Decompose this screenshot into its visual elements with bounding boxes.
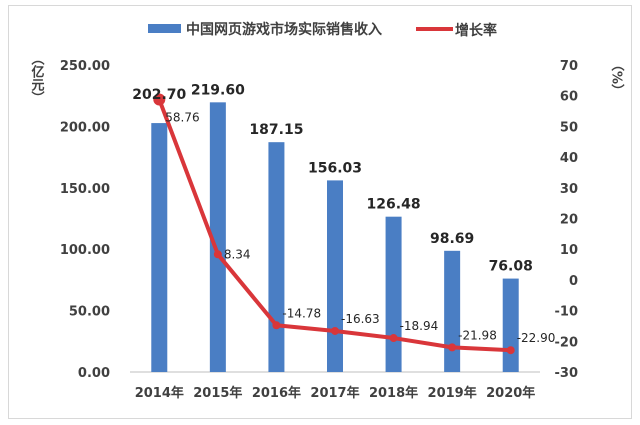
bar	[502, 278, 519, 372]
y-right-tick-label: 70	[560, 59, 578, 74]
x-tick-label: 2020年	[486, 385, 535, 401]
bar-data-label: 98.69	[430, 231, 474, 247]
bar	[327, 180, 343, 372]
y-left-tick-label: 100.00	[60, 243, 110, 258]
y-left-tick-label: 150.00	[60, 182, 110, 197]
line-data-label: 58.76	[165, 111, 199, 125]
legend: 中国网页游戏市场实际销售收入 增长率	[148, 21, 497, 39]
y-right-tick-label: 50	[560, 120, 578, 135]
y-right-tick-label: 20	[560, 213, 578, 228]
y-axis-left-label: （亿元）	[29, 52, 46, 104]
line-point	[448, 343, 457, 352]
line-data-label: -22.90	[517, 331, 556, 345]
y-right-tick-label: -30	[555, 366, 579, 381]
bar-data-label: 187.15	[249, 122, 303, 138]
y-left-tick-label: 200.00	[60, 120, 110, 135]
legend-line-label: 增长率	[455, 22, 497, 39]
legend-bar-label: 中国网页游戏市场实际销售收入	[186, 21, 382, 38]
bar-data-label: 76.08	[489, 259, 533, 275]
y-right-tick-label: 40	[560, 151, 578, 166]
x-tick-label: 2016年	[252, 385, 301, 401]
bar-data-label: 202.70	[132, 87, 186, 103]
y-right-tick-label: 30	[560, 182, 578, 197]
y-axis-right-label: （%）	[609, 58, 626, 97]
line-data-label: -21.98	[458, 328, 497, 342]
chart-frame	[8, 5, 632, 419]
line-point	[272, 321, 281, 330]
bar	[385, 216, 402, 372]
bar-data-label: 126.48	[367, 197, 421, 213]
bar	[209, 102, 226, 372]
y-left-tick-label: 0.00	[78, 366, 110, 381]
line-point	[331, 326, 339, 335]
y-left-tick-label: 250.00	[60, 59, 110, 74]
bar-data-label: 156.03	[308, 160, 362, 176]
x-tick-label: 2019年	[428, 385, 477, 401]
x-tick-label: 2018年	[369, 385, 418, 401]
line-data-label: -18.94	[400, 319, 439, 333]
line-data-label: 8.34	[224, 247, 251, 261]
x-tick-label: 2015年	[193, 385, 242, 401]
bar-data-label: 219.60	[191, 82, 245, 98]
line-data-label: -16.63	[341, 312, 380, 326]
y-left-tick-label: 50.00	[69, 305, 110, 320]
bar	[268, 142, 285, 372]
y-right-tick-label: 60	[560, 90, 578, 105]
line-point	[213, 250, 222, 259]
y-right-tick-label: -20	[555, 335, 579, 350]
legend-bar-swatch	[148, 24, 181, 33]
line-point	[389, 334, 398, 343]
line-data-label: -14.78	[282, 306, 321, 320]
line-point	[506, 346, 515, 355]
x-tick-label: 2017年	[310, 385, 359, 401]
y-right-tick-label: 0	[569, 274, 578, 289]
line-point	[153, 93, 166, 106]
y-right-tick-label: -10	[555, 305, 579, 320]
x-tick-label: 2014年	[135, 385, 184, 401]
bar	[444, 250, 461, 372]
y-right-tick-label: 10	[560, 243, 578, 258]
bar	[151, 123, 168, 372]
